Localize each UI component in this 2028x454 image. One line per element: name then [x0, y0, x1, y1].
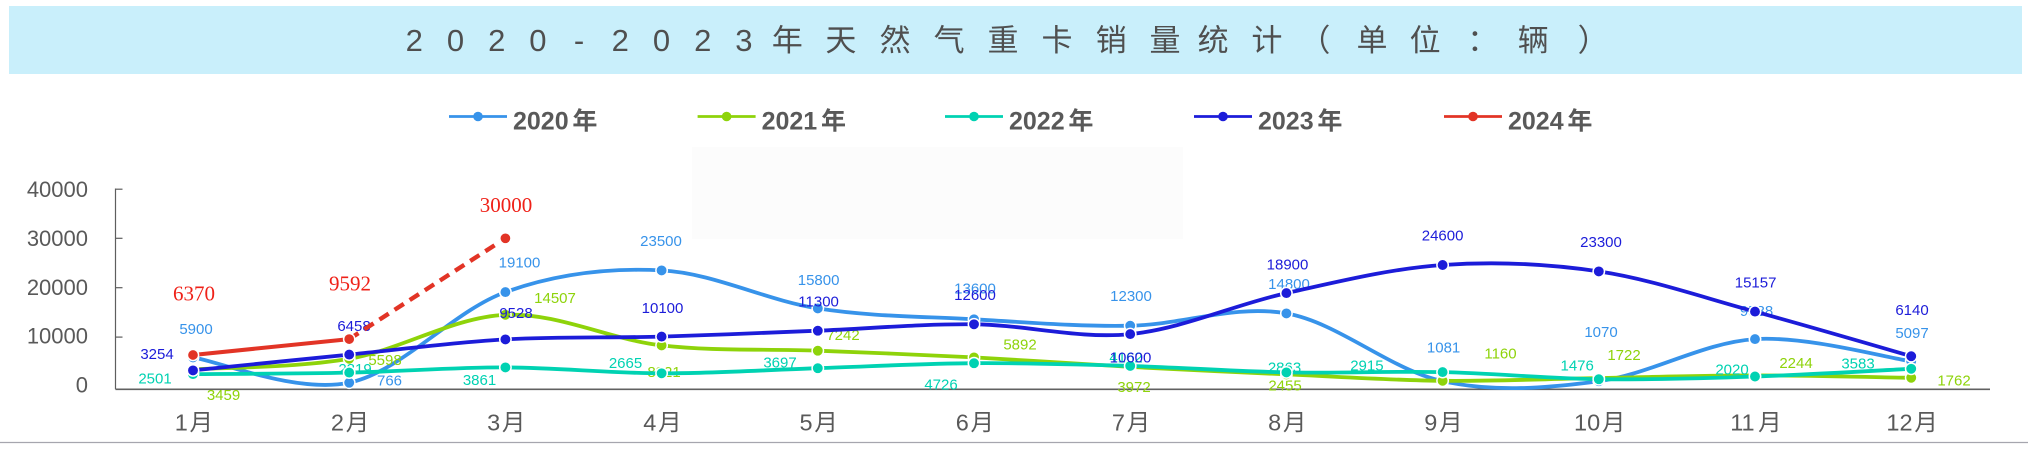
svg-text:2020: 2020: [513, 108, 569, 136]
svg-text:2915: 2915: [1350, 358, 1383, 375]
svg-text:4726: 4726: [924, 376, 957, 393]
svg-text:1: 1: [175, 410, 188, 436]
svg-text:9528: 9528: [499, 305, 532, 322]
svg-text:2: 2: [694, 23, 711, 58]
svg-text:3861: 3861: [463, 372, 496, 389]
svg-text:1070: 1070: [1584, 324, 1617, 341]
svg-text:1722: 1722: [1607, 347, 1640, 364]
svg-text:766: 766: [377, 372, 402, 389]
svg-text:5: 5: [800, 410, 813, 436]
svg-text:5900: 5900: [179, 321, 212, 338]
svg-text:2501: 2501: [138, 370, 171, 387]
svg-text:30000: 30000: [27, 226, 88, 251]
svg-text:18900: 18900: [1267, 256, 1309, 273]
svg-text:0: 0: [76, 373, 88, 398]
svg-text:2244: 2244: [1779, 355, 1812, 372]
svg-text:2022: 2022: [1009, 108, 1065, 136]
svg-text:11300: 11300: [798, 293, 839, 310]
svg-text:15157: 15157: [1735, 274, 1777, 291]
svg-text:5097: 5097: [1895, 325, 1928, 342]
svg-text:2023: 2023: [1258, 108, 1314, 136]
svg-text:2: 2: [488, 23, 505, 58]
svg-text:11: 11: [1730, 410, 1754, 436]
svg-text:1476: 1476: [1561, 358, 1594, 375]
svg-text:0: 0: [447, 23, 464, 58]
svg-text:10: 10: [1574, 410, 1600, 436]
svg-text:10100: 10100: [642, 300, 684, 317]
svg-text:5598: 5598: [368, 352, 401, 369]
svg-text:10600: 10600: [1110, 350, 1152, 367]
svg-text:8: 8: [1268, 410, 1281, 436]
svg-text:12300: 12300: [1110, 288, 1152, 305]
svg-text:2: 2: [612, 23, 629, 58]
svg-text:40000: 40000: [27, 177, 88, 202]
svg-text:6140: 6140: [1895, 302, 1928, 319]
svg-text:2455: 2455: [1268, 377, 1301, 394]
svg-text:13600: 13600: [954, 280, 996, 297]
svg-text:0: 0: [529, 23, 546, 58]
svg-text:9592: 9592: [329, 271, 371, 295]
svg-text:20000: 20000: [27, 275, 88, 300]
svg-text:3697: 3697: [763, 354, 796, 371]
svg-text:3254: 3254: [140, 346, 173, 363]
svg-text:4: 4: [643, 410, 656, 436]
svg-text:3583: 3583: [1841, 356, 1874, 373]
svg-text:6458: 6458: [337, 318, 370, 335]
svg-text:2020: 2020: [1715, 362, 1748, 379]
svg-text:3972: 3972: [1117, 379, 1150, 396]
svg-text:15800: 15800: [798, 272, 840, 289]
svg-text:5892: 5892: [1003, 336, 1036, 353]
svg-text:7: 7: [1112, 410, 1125, 436]
svg-text:9: 9: [1424, 410, 1437, 436]
svg-text:12: 12: [1886, 410, 1912, 436]
svg-text:10000: 10000: [27, 324, 88, 349]
svg-text:23500: 23500: [640, 233, 682, 250]
svg-text:30000: 30000: [480, 193, 533, 217]
svg-text:0: 0: [653, 23, 670, 58]
svg-text:2024: 2024: [1508, 108, 1564, 136]
svg-text:2: 2: [331, 410, 344, 436]
svg-text:3: 3: [487, 410, 500, 436]
svg-text:14507: 14507: [534, 290, 576, 307]
svg-text:19100: 19100: [499, 255, 541, 272]
svg-text:2: 2: [406, 23, 423, 58]
svg-text:6: 6: [956, 410, 969, 436]
svg-text:24600: 24600: [1422, 227, 1464, 244]
svg-text:2021: 2021: [762, 108, 818, 136]
svg-text:1160: 1160: [1484, 346, 1516, 363]
svg-text:3459: 3459: [207, 387, 240, 404]
svg-text:-: -: [574, 23, 584, 58]
svg-text:12600: 12600: [954, 287, 996, 304]
svg-text:2665: 2665: [609, 355, 642, 372]
svg-text:1081: 1081: [1427, 339, 1460, 356]
svg-text:6370: 6370: [173, 282, 215, 306]
svg-text:3: 3: [735, 23, 752, 58]
svg-text:23300: 23300: [1580, 234, 1622, 251]
svg-text:1762: 1762: [1937, 372, 1970, 389]
